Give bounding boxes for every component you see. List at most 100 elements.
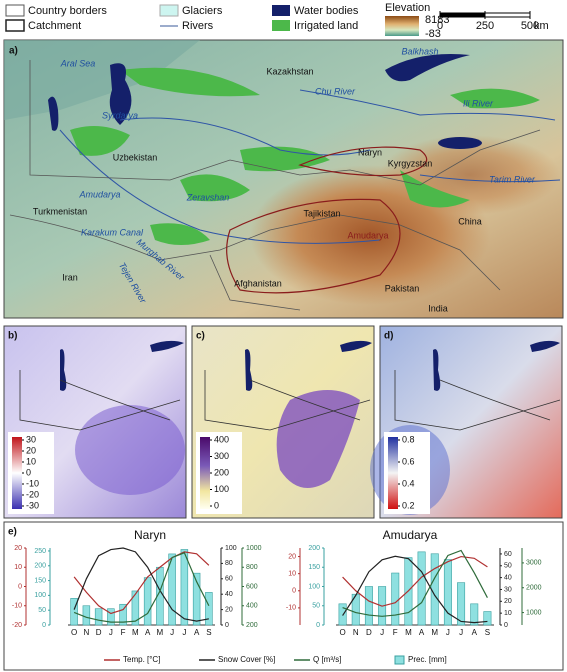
legend-swatch (5, 4, 25, 17)
x-tick-label: J (380, 628, 384, 637)
river (299, 89, 556, 121)
colorbar-label: 0.4 (402, 478, 415, 488)
y-tick-label: 60 (225, 576, 233, 583)
y-tick-label: -10 (286, 605, 296, 612)
y-tick-label: 10 (288, 571, 296, 578)
colorbar-label: 400 (214, 434, 229, 444)
legend-label: Irrigated land (294, 20, 358, 32)
y-tick-label: 0 (18, 583, 22, 590)
elevation-min: -83 (425, 28, 441, 40)
x-tick-label: J (459, 628, 463, 637)
legend-label: Q [m³/s] (313, 655, 341, 664)
y-tick-label: 0 (504, 622, 508, 629)
bar (70, 598, 78, 626)
x-tick-label: N (353, 628, 359, 637)
x-tick-label: F (393, 628, 398, 637)
colorbar-label: 100 (214, 484, 229, 494)
line (73, 552, 210, 623)
place-label: Chu River (315, 86, 356, 96)
lake (60, 340, 184, 391)
y-tick-label: -20 (12, 622, 22, 629)
y-tick-label: 1000 (246, 545, 262, 552)
legend-label: Catchment (28, 20, 81, 32)
y-tick-label: 40 (504, 574, 512, 581)
place-label: India (428, 303, 448, 313)
legend-label: Snow Cover [%] (218, 655, 275, 664)
lake (109, 63, 132, 125)
lake (245, 340, 372, 391)
border (9, 214, 501, 291)
catchment-boundary (226, 198, 401, 294)
y-tick-label: 800 (246, 564, 258, 571)
elevation-title: Elevation (385, 2, 430, 14)
bar (94, 608, 103, 626)
place-label: Uzbekistan (113, 152, 158, 162)
irrigated-area (400, 170, 470, 208)
lake (438, 137, 482, 149)
x-tick-label: M (157, 628, 164, 637)
y-tick-label: 600 (246, 583, 258, 590)
y-tick-label: 3000 (526, 560, 542, 567)
bar (107, 608, 115, 626)
bar (470, 603, 479, 626)
place-label: Naryn (358, 147, 382, 157)
colorbar-label: 0.6 (402, 456, 415, 466)
x-tick-label: N (83, 628, 89, 637)
bar (180, 549, 189, 626)
y-tick-label: 0 (316, 622, 320, 629)
bar (364, 586, 373, 626)
irrigated-land (70, 67, 540, 245)
y-tick-label: 20 (504, 598, 512, 605)
x-tick-label: S (485, 628, 490, 637)
colorbar-label: 200 (214, 467, 229, 477)
place-label: Syrdarya (102, 110, 138, 120)
colorbar-label: 0.8 (402, 434, 415, 444)
rivers (59, 89, 561, 244)
water-bodies (48, 54, 482, 149)
y-tick-label: 60 (504, 551, 512, 558)
line (73, 547, 209, 622)
pattern (276, 390, 360, 488)
x-tick-label: J (182, 628, 186, 637)
place-label: Tajikistan (303, 208, 340, 218)
colorbar-label: 0 (214, 500, 219, 510)
lake (385, 54, 470, 82)
y-tick-label: 150 (34, 577, 46, 584)
scale-unit: km (534, 20, 549, 32)
x-tick-label: J (446, 628, 450, 637)
place-label: Balkhash (401, 46, 438, 56)
bar (205, 592, 213, 626)
line (73, 551, 210, 615)
bar (192, 572, 201, 626)
river (419, 174, 561, 183)
place-label: Karakum Canal (81, 227, 144, 237)
bar (443, 559, 452, 626)
y-tick-label: 250 (34, 548, 46, 555)
place-label: Aral Sea (60, 58, 96, 68)
bar (119, 603, 127, 626)
colorbar-label: -10 (26, 478, 39, 488)
line (342, 549, 488, 617)
y-tick-label: 200 (34, 563, 46, 570)
place-label: Zeravshan (186, 192, 230, 202)
y-tick-label: 40 (225, 591, 233, 598)
river (119, 117, 371, 156)
legend-label: Prec. [mm] (408, 655, 447, 664)
bar (417, 551, 426, 626)
x-tick-label: S (206, 628, 211, 637)
catchment (226, 146, 428, 294)
border (209, 254, 301, 311)
catchment-boundary (298, 146, 428, 177)
y-tick-label: 50 (38, 607, 46, 614)
legend-label: Glaciers (182, 5, 223, 17)
y-tick-label: 30 (504, 586, 512, 593)
border (29, 60, 541, 186)
y-tick-label: 10 (14, 564, 22, 571)
legend-swatch (5, 19, 25, 32)
y-tick-label: -10 (12, 603, 22, 610)
y-tick-label: 0 (225, 622, 229, 629)
colorbar (200, 437, 210, 509)
colorbar-label: 0 (26, 467, 31, 477)
x-tick-label: M (405, 628, 412, 637)
y-tick-label: 0 (42, 622, 46, 629)
